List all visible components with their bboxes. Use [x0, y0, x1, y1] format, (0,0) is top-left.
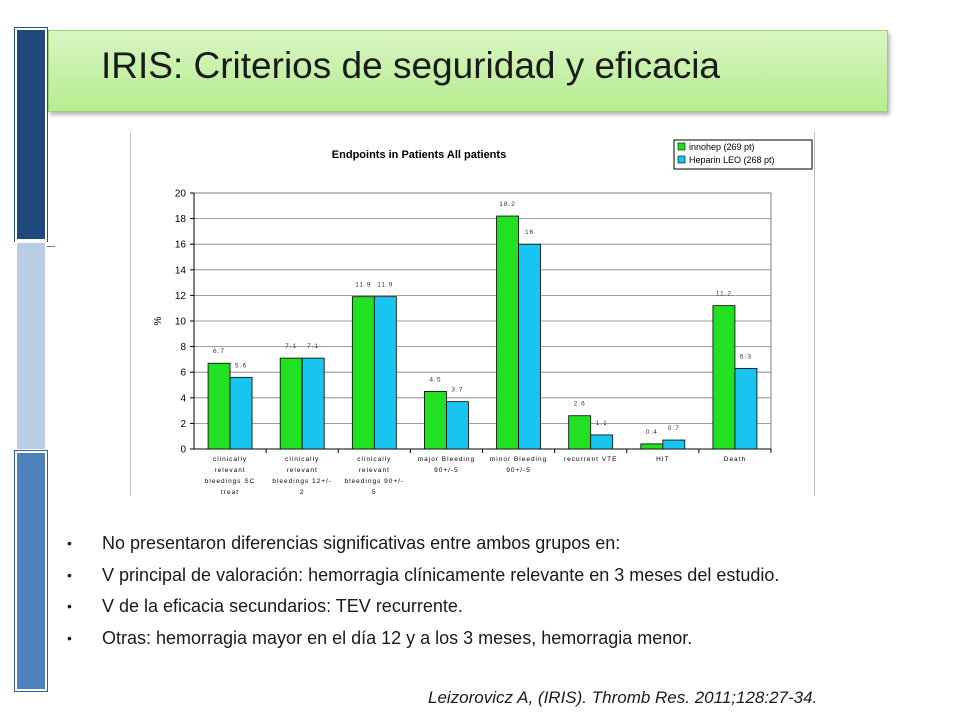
legend-label: Heparin LEO (268 pt) — [689, 155, 775, 165]
x-tick-label: HIT — [656, 456, 669, 463]
y-tick-label: 12 — [175, 291, 187, 302]
bar — [229, 376, 253, 450]
bullet-text: V de la eficacia secundarios: TEV recurr… — [102, 596, 463, 616]
bullet-glyph: • — [67, 629, 72, 646]
bullet-text: V principal de valoración: hemorragia cl… — [102, 564, 780, 585]
slide-title: IRIS: Criterios de seguridad y eficacia — [101, 45, 720, 86]
x-tick-label: major Bleeding — [418, 456, 475, 463]
bullet-glyph: • — [67, 566, 72, 583]
y-tick-label: 10 — [175, 317, 187, 328]
y-tick-label: 6 — [180, 368, 186, 379]
bar — [590, 434, 614, 450]
y-tick-label: 8 — [180, 342, 186, 353]
y-axis-label: % — [153, 316, 164, 325]
bar — [662, 439, 686, 450]
x-tick-label: 90+/-5 — [506, 467, 531, 474]
bar — [207, 362, 231, 450]
x-tick-label: bleedings 12+/- — [272, 478, 332, 485]
data-label: 1.1 — [596, 420, 608, 427]
x-tick-label: relevant — [359, 467, 390, 474]
bullet-item: • V de la eficacia secundarios: TEV recur… — [65, 591, 955, 623]
data-label: 6.3 — [740, 353, 752, 360]
x-tick-label: recurrent VTE — [564, 456, 617, 463]
bar — [301, 357, 325, 450]
bullet-glyph: • — [67, 598, 72, 614]
y-tick-label: 2 — [180, 419, 186, 430]
data-label: 5.6 — [235, 362, 247, 369]
title-banner: IRIS: Criterios de seguridad y eficacia — [48, 30, 888, 112]
bar — [446, 401, 469, 450]
data-label: 11.2 — [716, 291, 732, 298]
data-label: 0.7 — [668, 425, 680, 432]
y-tick-label: 0 — [180, 445, 186, 456]
y-tick-label: 4 — [180, 393, 186, 404]
bar — [351, 296, 375, 450]
x-tick-label: relevant — [215, 467, 246, 474]
y-tick-label: 20 — [175, 189, 187, 200]
legend-box — [673, 139, 813, 170]
data-label: 16 — [525, 229, 534, 236]
x-tick-label: treat — [221, 489, 239, 496]
x-tick-label: 5 — [372, 489, 377, 496]
bullet-item: • V principal de valoración: hemorragia c… — [65, 560, 955, 592]
x-tick-label: bleedings SC — [205, 478, 256, 485]
y-tick-label: 14 — [175, 265, 187, 276]
citation: Leizorovicz A, (IRIS). Thromb Res. 2011;… — [428, 688, 818, 707]
x-tick-label: clinically — [285, 456, 319, 463]
decorative-strip-middle — [15, 241, 47, 451]
x-tick-label: minor Bleeding — [490, 456, 547, 463]
x-tick-label: 2 — [300, 489, 305, 496]
data-label: 2.6 — [574, 401, 586, 408]
bar — [373, 296, 397, 450]
x-tick-label: clinically — [213, 456, 247, 463]
x-tick-label: Death — [724, 456, 746, 463]
bullet-text: No presentaron diferencias significativa… — [102, 533, 621, 553]
bar — [734, 367, 758, 450]
bullet-text: Otras: hemorragia mayor en el día 12 y a… — [102, 627, 693, 648]
y-tick-label: 18 — [175, 214, 187, 225]
data-label: 7.1 — [307, 343, 319, 350]
bullet-item: • No presentaron diferencias significativ… — [65, 528, 955, 560]
legend-swatch — [677, 155, 686, 164]
x-tick-label: clinically — [357, 456, 391, 463]
decorative-strip-bottom — [15, 451, 47, 691]
decorative-strip-top — [15, 28, 47, 241]
chart-svg: 0 2 4 6 8 10 12 14 16 18 20% Endpoints in Patients … — [153, 139, 813, 496]
data-label: 6.7 — [213, 348, 225, 355]
data-label: 11.9 — [355, 282, 371, 289]
y-tick-label: 16 — [175, 240, 187, 251]
bar — [518, 243, 541, 450]
bullet-list: • No presentaron diferencias significativ… — [65, 528, 955, 654]
bar — [568, 415, 592, 450]
data-label: 7.1 — [285, 343, 297, 350]
bar — [279, 357, 303, 450]
x-tick-label: bleedings 90+/- — [344, 478, 404, 485]
data-label: 3.7 — [451, 387, 463, 394]
chart-title: Endpoints in Patients All patients — [332, 149, 506, 161]
bar — [424, 390, 447, 450]
bar — [496, 215, 519, 450]
data-label: 18.2 — [499, 201, 516, 208]
legend-swatch — [677, 142, 686, 151]
decorative-tick — [47, 246, 55, 247]
bullet-glyph: • — [67, 535, 72, 551]
bar — [640, 443, 664, 450]
data-label: 11.9 — [377, 282, 393, 289]
bullet-item: • Otras: hemorragia mayor en el día 12 y … — [65, 623, 955, 655]
legend-label: innohep (269 pt) — [689, 142, 755, 152]
x-tick-label: 90+/-5 — [434, 467, 459, 474]
data-label: 4.5 — [429, 376, 441, 383]
data-label: 0.4 — [646, 429, 658, 436]
x-tick-label: relevant — [287, 467, 318, 474]
bar — [712, 305, 736, 450]
bar-chart: 0 2 4 6 8 10 12 14 16 18 20% Endpoints in Patients … — [130, 132, 815, 496]
